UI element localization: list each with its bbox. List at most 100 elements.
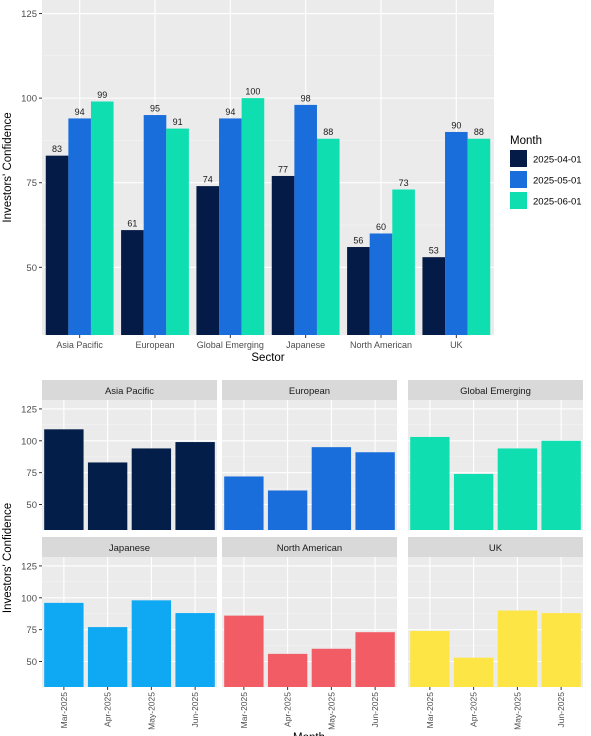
- bar: [68, 118, 91, 335]
- x-tick-label: Mar-2025: [59, 692, 69, 729]
- y-tick-label: 125: [21, 404, 37, 415]
- bar: [410, 630, 450, 687]
- bar: [311, 648, 352, 687]
- bar-data-label: 98: [301, 93, 311, 103]
- legend-title: Month: [510, 135, 542, 147]
- bar: [131, 600, 172, 687]
- bar-data-label: 60: [376, 222, 386, 232]
- bar: [87, 627, 128, 687]
- x-tick-label: Mar-2025: [425, 692, 435, 729]
- bar-data-label: 73: [399, 178, 409, 188]
- bar: [241, 98, 265, 335]
- bar: [467, 138, 491, 335]
- facet-panel: Asia Pacific 50 75 100 125: [21, 380, 217, 530]
- x-tick-label: European: [135, 340, 174, 350]
- facet-panel: UK Mar-2025 Apr-2025 May-2025 Jun-2025: [408, 537, 583, 730]
- y-tick-label: 125: [21, 561, 37, 572]
- facet-strip: [42, 380, 217, 400]
- facet-strip: [42, 537, 217, 557]
- bar-data-label: 94: [75, 107, 85, 117]
- legend-swatch: [510, 171, 527, 188]
- facet-strip: [408, 380, 583, 400]
- y-tick-label: 100: [21, 94, 37, 105]
- bar: [87, 462, 128, 530]
- x-tick-label: UK: [450, 340, 463, 350]
- bar: [267, 490, 308, 530]
- x-tick-label: Apr-2025: [283, 692, 293, 727]
- bar: [224, 615, 264, 687]
- y-tick-label: 75: [26, 625, 37, 636]
- bar: [90, 101, 114, 335]
- bar-data-label: 95: [150, 104, 160, 114]
- bar-data-label: 100: [245, 87, 260, 97]
- bar: [445, 131, 468, 335]
- legend-label: 2025-05-01: [533, 176, 582, 187]
- x-axis-title: Sector: [251, 352, 284, 364]
- bar-data-label: 83: [52, 144, 62, 154]
- x-tick-label: May-2025: [512, 692, 522, 730]
- y-axis-title: Investors' Confidence: [2, 112, 14, 222]
- legend-label: 2025-06-01: [533, 197, 582, 208]
- bar: [143, 115, 167, 335]
- x-tick-label: Japanese: [286, 340, 325, 350]
- bar: [166, 128, 189, 335]
- facet-strip-label: Asia Pacific: [105, 386, 154, 397]
- x-tick-label: May-2025: [146, 692, 156, 730]
- facet-panel: Japanese Mar-2025 Apr-2025 May-2025 Jun-2025…: [21, 537, 217, 730]
- bar: [267, 653, 308, 687]
- legend-label: 2025-04-01: [533, 155, 582, 166]
- bar-data-label: 56: [353, 236, 363, 246]
- bar-data-label: 88: [323, 127, 333, 137]
- facet-strip-label: Global Emerging: [460, 386, 531, 397]
- bar: [271, 175, 295, 335]
- facet-strip-label: North American: [277, 543, 342, 554]
- bar: [453, 657, 494, 687]
- y-axis-title: Investors' Confidence: [2, 503, 14, 613]
- facet-strip-label: Japanese: [109, 543, 150, 554]
- bar: [175, 442, 215, 530]
- bar-data-label: 99: [97, 90, 107, 100]
- x-tick-label: Asia Pacific: [56, 340, 103, 350]
- bar: [44, 429, 84, 530]
- x-tick-label: Global Emerging: [197, 340, 264, 350]
- bar: [541, 440, 581, 530]
- facet-strip: [408, 537, 583, 557]
- x-tick-label: May-2025: [326, 692, 336, 730]
- bar: [44, 602, 84, 687]
- bar: [294, 104, 317, 335]
- bar-data-label: 61: [127, 219, 137, 229]
- bar-data-label: 88: [474, 127, 484, 137]
- legend: Month 2025-04-01 2025-05-01 2025-06-01: [510, 135, 582, 209]
- bar-data-label: 74: [203, 175, 213, 185]
- facet-strip-label: European: [289, 386, 330, 397]
- bar: [219, 118, 242, 335]
- bar: [355, 452, 395, 530]
- facet-strip-label: UK: [489, 543, 503, 554]
- y-tick-label: 75: [26, 468, 37, 479]
- bar: [196, 186, 220, 335]
- bar: [497, 610, 538, 687]
- bar: [224, 476, 264, 530]
- bar-data-label: 53: [429, 246, 439, 256]
- bar: [410, 436, 450, 530]
- bar: [311, 447, 352, 530]
- y-tick-label: 100: [21, 436, 37, 447]
- bar: [422, 257, 446, 335]
- x-tick-label: Mar-2025: [239, 692, 249, 729]
- y-tick-label: 75: [26, 178, 37, 189]
- facet-panel: North American Mar-2025 Apr-2025 May-2025 Ju…: [222, 537, 397, 730]
- bar: [497, 448, 538, 530]
- bar-data-label: 77: [278, 164, 288, 174]
- bar: [392, 189, 415, 335]
- bar: [453, 473, 494, 530]
- bar-data-label: 90: [451, 120, 461, 130]
- x-tick-label: Jun-2025: [556, 692, 566, 728]
- y-tick-label: 50: [26, 500, 37, 511]
- bar-data-label: 91: [173, 117, 183, 127]
- legend-swatch: [510, 150, 527, 167]
- x-tick-label: Jun-2025: [370, 692, 380, 728]
- y-tick-label: 50: [26, 263, 37, 274]
- x-tick-label: Apr-2025: [469, 692, 479, 727]
